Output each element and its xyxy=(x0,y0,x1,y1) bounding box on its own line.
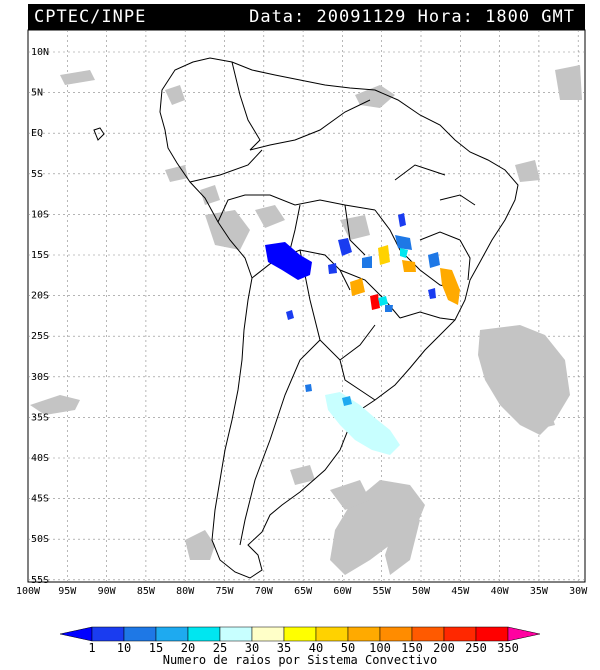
system-orange-3 xyxy=(402,260,416,272)
colorbar-swatch xyxy=(283,626,317,642)
system-blue-9 xyxy=(428,288,436,299)
colorbar-label: 50 xyxy=(341,641,355,655)
lon-tick-label: 75W xyxy=(215,586,234,597)
map-panel xyxy=(27,29,586,583)
system-lightcyan xyxy=(325,392,400,455)
colorbar-swatch xyxy=(347,626,381,642)
colorbar-label: 20 xyxy=(181,641,195,655)
lat-tick-label: 55S xyxy=(31,575,49,586)
lon-tick-label: 90W xyxy=(98,586,117,597)
axis-labels: 100W 95W 90W 85W 80W 75W 70W 65W 60W 55W 50W 45W 40W… xyxy=(16,47,588,597)
lat-tick-label: 45S xyxy=(31,494,49,505)
lon-tick-label: 55W xyxy=(373,586,392,597)
lon-tick-label: 35W xyxy=(530,586,549,597)
colorbar-swatch xyxy=(251,626,285,642)
system-blue-7 xyxy=(286,310,294,320)
colorbar-swatch xyxy=(155,626,189,642)
lon-tick-label: 80W xyxy=(176,586,195,597)
colorbar-label: 100 xyxy=(369,641,391,655)
colorbar-label: 15 xyxy=(149,641,163,655)
colorbar-label: 1 xyxy=(88,641,95,655)
colorbar-swatch xyxy=(123,626,157,642)
system-blue-10 xyxy=(385,305,393,312)
lat-tick-label: 5S xyxy=(31,169,43,180)
colorbar-swatch xyxy=(411,626,445,642)
colorbar-label: 35 xyxy=(277,641,291,655)
colorbar-label: 10 xyxy=(117,641,131,655)
colorbar-title: Numero de raios por Sistema Convectivo xyxy=(163,653,438,667)
system-orange-1 xyxy=(440,268,460,305)
colorbar-label: 30 xyxy=(245,641,259,655)
cloud-areas xyxy=(30,65,582,575)
system-blue-1 xyxy=(338,238,352,256)
system-blue-2 xyxy=(398,213,406,227)
lat-tick-label: 15S xyxy=(31,250,49,261)
system-blue-large xyxy=(265,242,312,280)
lat-tick-label: 50S xyxy=(31,534,49,545)
colorbar-swatch xyxy=(91,626,125,642)
lat-tick-label: 20S xyxy=(31,291,49,302)
lat-tick-label: 30S xyxy=(31,372,49,383)
date-value: 20091129 xyxy=(316,7,407,27)
system-blue-3 xyxy=(395,235,412,250)
colorbar-swatch xyxy=(219,626,253,642)
system-yellow-1 xyxy=(378,245,390,265)
colorbar-label: 40 xyxy=(309,641,323,655)
coastlines xyxy=(93,57,519,579)
lon-tick-label: 65W xyxy=(294,586,313,597)
colorbar-swatch xyxy=(59,626,93,642)
datetime-label: Data: 20091129 Hora: 1800 GMT xyxy=(249,4,575,30)
system-cyan-1 xyxy=(378,296,388,306)
time-prefix: Hora: xyxy=(417,7,474,27)
colorbar-swatch xyxy=(187,626,221,642)
source-label: CPTEC/INPE xyxy=(34,7,147,27)
time-value: 1800 GMT xyxy=(485,7,575,27)
system-blue-4 xyxy=(428,252,440,268)
system-red-1 xyxy=(370,294,380,310)
lon-tick-label: 100W xyxy=(16,586,41,597)
colorbar-swatch xyxy=(443,626,477,642)
colorbar: 1 10 15 20 25 30 35 40 50 100 150 200 250 350 Numero d… xyxy=(59,626,541,667)
system-cyan-2 xyxy=(400,248,408,258)
lon-tick-label: 85W xyxy=(137,586,156,597)
lon-tick-label: 60W xyxy=(333,586,352,597)
colorbar-swatch xyxy=(379,626,413,642)
colorbar-label: 350 xyxy=(497,641,519,655)
colorbar-swatch xyxy=(507,626,541,642)
colorbar-label: 200 xyxy=(433,641,455,655)
system-blue-6 xyxy=(362,256,372,268)
colorbar-label: 250 xyxy=(465,641,487,655)
system-orange-2 xyxy=(350,278,365,296)
lon-tick-label: 95W xyxy=(58,586,77,597)
gridlines xyxy=(28,30,585,582)
date-prefix: Data: xyxy=(249,7,306,27)
lat-tick-label: 35S xyxy=(31,412,49,423)
lat-tick-label: 25S xyxy=(31,331,49,342)
colorbar-label: 150 xyxy=(401,641,423,655)
lat-tick-label: 40S xyxy=(31,453,49,464)
lat-tick-label: EQ xyxy=(31,128,43,139)
colorbar-swatch xyxy=(315,626,349,642)
colorbar-label: 25 xyxy=(213,641,227,655)
lon-tick-label: 70W xyxy=(255,586,274,597)
lon-tick-label: 30W xyxy=(569,586,588,597)
lon-tick-label: 45W xyxy=(451,586,470,597)
title-bar: CPTEC/INPE Data: 20091129 Hora: 1800 GMT xyxy=(28,4,585,30)
system-blue-8 xyxy=(305,384,312,392)
lat-tick-label: 5N xyxy=(31,88,43,99)
colorbar-swatch xyxy=(475,626,509,642)
system-blue-5 xyxy=(328,263,337,274)
lon-tick-label: 50W xyxy=(412,586,431,597)
convective-systems xyxy=(265,213,460,455)
lat-tick-label: 10S xyxy=(31,209,49,220)
lat-tick-label: 10N xyxy=(31,47,49,58)
lon-tick-label: 40W xyxy=(491,586,510,597)
system-cyan-3 xyxy=(342,396,352,406)
